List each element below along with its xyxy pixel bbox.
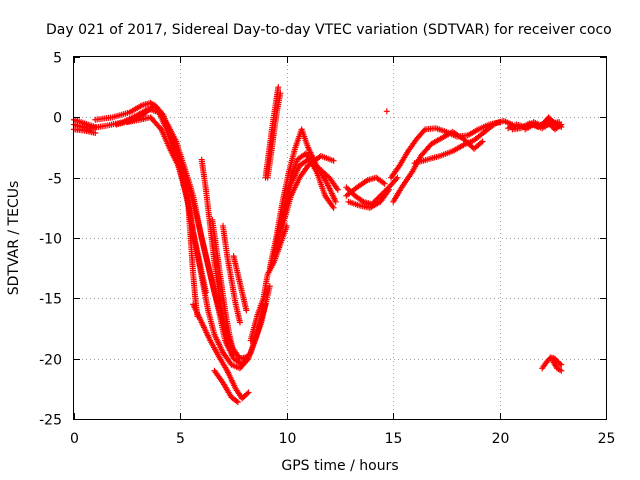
data-point [330, 157, 337, 164]
series-arc-ad [522, 119, 563, 133]
data-point [236, 319, 243, 326]
series-isolated [383, 108, 390, 115]
series-arc-o [247, 222, 290, 344]
data-point [230, 349, 237, 356]
x-tick-label: 10 [279, 431, 297, 447]
data-point [245, 389, 252, 396]
data-point [394, 174, 401, 181]
y-axis-label: SDTVAR / TECUs [6, 181, 22, 296]
plot-frame [73, 56, 607, 420]
data-point [266, 283, 273, 290]
data-point [262, 301, 269, 308]
x-tick-label: 25 [598, 431, 616, 447]
series-arc-e [92, 99, 269, 372]
data-point [558, 361, 565, 368]
data-point [330, 204, 337, 211]
axis-layer: 0 5 10 15 20 25 5 0 -5 -10 -15 -20 -25 [39, 51, 615, 448]
data-point [234, 399, 241, 406]
y-tick-label: -25 [39, 413, 62, 429]
series-arc-m [190, 301, 252, 402]
series-arc-f [113, 102, 252, 362]
series-arc-l [230, 253, 250, 314]
data-point [557, 361, 564, 368]
data-point [233, 398, 240, 405]
data-point [159, 110, 166, 117]
data-point [381, 180, 388, 187]
data-point [393, 176, 400, 183]
grid-layer [74, 57, 606, 419]
y-tick-label: -20 [39, 353, 62, 369]
data-point [245, 353, 252, 360]
series-arc-u [279, 152, 337, 229]
y-tick-label: -15 [39, 292, 62, 308]
data-point [383, 108, 390, 115]
x-tick-label: 15 [385, 431, 403, 447]
x-tick-label: 5 [176, 431, 185, 447]
data-point [92, 130, 99, 137]
x-axis-label: GPS time / hours [281, 458, 398, 474]
data-point [332, 198, 339, 205]
series-arc-af [549, 358, 565, 374]
series-arc-k [219, 222, 243, 326]
data-point [157, 125, 164, 132]
series-arc-w [345, 186, 392, 211]
x-tick-label: 0 [70, 431, 79, 447]
data-point [334, 186, 341, 193]
data-point [202, 289, 209, 296]
data-point [556, 119, 563, 126]
data-point [479, 138, 486, 145]
series-arc-n [211, 367, 241, 406]
chart-title: Day 021 of 2017, Sidereal Day-to-day VTE… [46, 22, 612, 38]
data-point [244, 390, 251, 397]
data-point [343, 184, 350, 191]
data-point [243, 307, 250, 314]
series-arc-y [388, 119, 503, 181]
series-arc-aa [411, 117, 516, 167]
x-tick-label: 20 [492, 431, 510, 447]
data-point [558, 367, 565, 374]
y-tick-label: -10 [39, 232, 62, 248]
data-layer [71, 84, 565, 406]
series-arc-q [264, 90, 284, 181]
data-point [557, 122, 564, 129]
y-tick-label: -5 [48, 172, 62, 188]
y-tick-label: 5 [53, 51, 62, 67]
y-tick-label: 0 [53, 111, 62, 127]
series-arc-j [209, 216, 237, 356]
data-point [275, 84, 282, 91]
series-arc-x [343, 174, 388, 199]
data-point [277, 90, 284, 97]
data-point [385, 186, 392, 193]
series-arc-h [183, 180, 201, 320]
